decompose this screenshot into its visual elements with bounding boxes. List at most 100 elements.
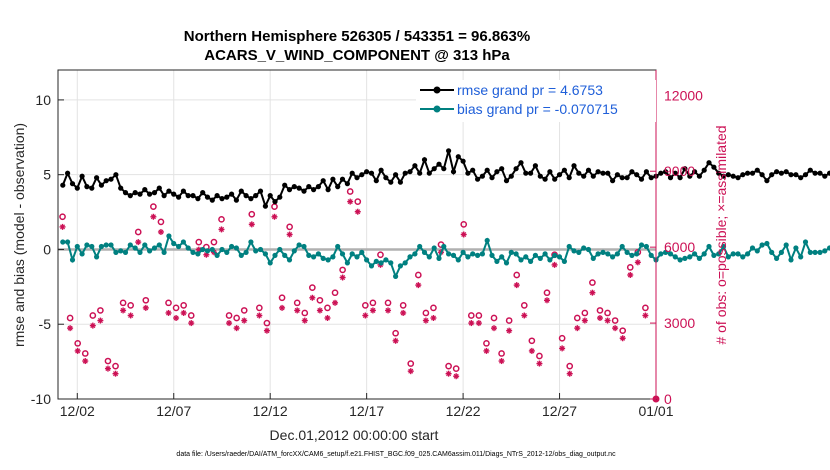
obs-possible-point bbox=[483, 339, 490, 347]
rmse-series-point bbox=[706, 160, 712, 166]
legend-bias-marker bbox=[433, 105, 441, 113]
rmse-series-point bbox=[774, 169, 780, 175]
bias-series-point bbox=[687, 254, 693, 260]
bias-series-point bbox=[180, 239, 186, 245]
bias-series-point bbox=[118, 248, 124, 254]
obs-assimilated-point bbox=[112, 370, 119, 377]
rmse-series-point bbox=[643, 169, 650, 175]
chart-title-line2: ACARS_V_WIND_COMPONENT @ 313 hPa bbox=[204, 47, 510, 64]
bias-series-point bbox=[248, 239, 254, 245]
bias-series-point bbox=[267, 260, 273, 266]
obs-assimilated-stroke bbox=[271, 214, 278, 220]
rmse-series-point bbox=[349, 170, 355, 176]
obs-assimilated-stroke bbox=[400, 310, 406, 316]
bias-series-point bbox=[638, 242, 645, 248]
obs-assimilated-stroke bbox=[521, 312, 527, 319]
obs-assimilated-stroke bbox=[287, 231, 293, 238]
rmse-series-point bbox=[79, 173, 85, 179]
obs-assimilated-stroke bbox=[574, 325, 580, 331]
obs-assimilated-stroke bbox=[597, 315, 603, 321]
x-tick-label: 12/17 bbox=[349, 403, 384, 419]
bias-series-point bbox=[233, 245, 239, 251]
bias-series-point bbox=[489, 252, 495, 258]
obs-possible-point bbox=[339, 266, 346, 274]
legend-rmse-marker bbox=[433, 86, 441, 94]
obs-assimilated-point bbox=[256, 312, 263, 319]
y-tick-label: -10 bbox=[31, 391, 51, 407]
bias-series-point bbox=[629, 252, 635, 258]
bias-series-point bbox=[769, 249, 775, 255]
bias-series-point bbox=[749, 245, 756, 251]
bias-series-point bbox=[79, 251, 85, 257]
bias-series-point bbox=[339, 251, 346, 257]
obs-assimilated-stroke bbox=[249, 221, 255, 227]
obs-assimilated-stroke bbox=[567, 371, 573, 377]
obs-possible-point bbox=[74, 339, 82, 347]
bias-series-point bbox=[238, 252, 244, 258]
rmse-series-point bbox=[513, 166, 519, 172]
obs-assimilated-point bbox=[445, 370, 452, 377]
bias-series-point bbox=[778, 249, 785, 255]
bias-series-point bbox=[426, 254, 432, 260]
obs-possible-point bbox=[407, 360, 415, 367]
bias-series-point bbox=[89, 243, 95, 250]
bias-series-point bbox=[745, 251, 751, 257]
bias-series-point bbox=[253, 248, 259, 254]
rmse-series-point bbox=[378, 167, 384, 173]
rmse-series-point bbox=[69, 181, 76, 187]
y-axis-ticks: -10 -5 0 5 10 bbox=[31, 92, 64, 407]
rmse-series-point bbox=[65, 170, 71, 176]
bias-series bbox=[60, 233, 830, 280]
obs-assimilated-stroke bbox=[332, 300, 338, 306]
rmse-series-point bbox=[238, 188, 244, 194]
obs-possible-point bbox=[278, 294, 286, 302]
rmse-series-point bbox=[605, 170, 611, 176]
x-axis-ticks: 12/02 12/07 12/12 12/17 12/22 12/27 01/01 bbox=[60, 393, 674, 419]
bias-series-point bbox=[74, 243, 80, 250]
rmse-series-point bbox=[224, 194, 230, 200]
obs-assimilated-point bbox=[89, 322, 96, 329]
obs-assimilated-point bbox=[347, 198, 354, 205]
rmse-series-point bbox=[788, 172, 794, 178]
obs-possible-point bbox=[104, 357, 112, 365]
rmse-series-point bbox=[663, 169, 669, 175]
bias-series-point bbox=[397, 263, 403, 269]
bias-series-point bbox=[513, 251, 519, 257]
rmse-series-point bbox=[778, 170, 785, 176]
obs-assimilated-point bbox=[407, 368, 414, 375]
bias-series-point bbox=[315, 251, 321, 257]
rmse-series-point bbox=[682, 166, 688, 172]
obs-assimilated-point bbox=[536, 360, 543, 367]
rmse-series-point bbox=[364, 169, 370, 175]
bias-series-point bbox=[470, 251, 476, 257]
obs-assimilated-stroke bbox=[181, 310, 187, 316]
bias-series-point bbox=[667, 251, 674, 257]
rmse-series-point bbox=[320, 178, 326, 184]
bias-series-point bbox=[460, 249, 466, 255]
bias-series-point bbox=[822, 248, 828, 254]
rmse-series-point bbox=[692, 169, 698, 175]
obs-assimilated-point bbox=[528, 347, 535, 354]
bias-series-point bbox=[354, 254, 360, 260]
bias-series-point bbox=[436, 255, 442, 261]
bias-series-point bbox=[407, 254, 413, 260]
rmse-series-point bbox=[233, 197, 239, 203]
rmse-series-point bbox=[330, 176, 336, 182]
rmse-series-point bbox=[282, 182, 288, 188]
bias-series-point bbox=[706, 243, 712, 250]
rmse-series-point bbox=[89, 185, 95, 191]
rmse-series-point bbox=[547, 169, 553, 175]
rmse-series-point bbox=[214, 193, 220, 199]
rmse-series-point bbox=[339, 176, 346, 182]
y-right-axis-ticks: 0 3000 6000 9000 12000 bbox=[650, 70, 703, 407]
bias-series-point bbox=[301, 243, 307, 250]
chart-title-line1: Northern Hemisphere 526305 / 543351 = 96… bbox=[184, 28, 530, 45]
obs-assimilated-stroke bbox=[408, 368, 414, 374]
obs-assimilated-stroke bbox=[347, 199, 353, 205]
obs-assimilated-stroke bbox=[158, 229, 164, 235]
bias-series-point bbox=[600, 249, 606, 255]
obs-possible-point bbox=[271, 203, 278, 211]
bias-series-point bbox=[176, 243, 182, 250]
obs-assimilated-stroke bbox=[135, 239, 141, 245]
bias-series-point bbox=[393, 273, 399, 279]
